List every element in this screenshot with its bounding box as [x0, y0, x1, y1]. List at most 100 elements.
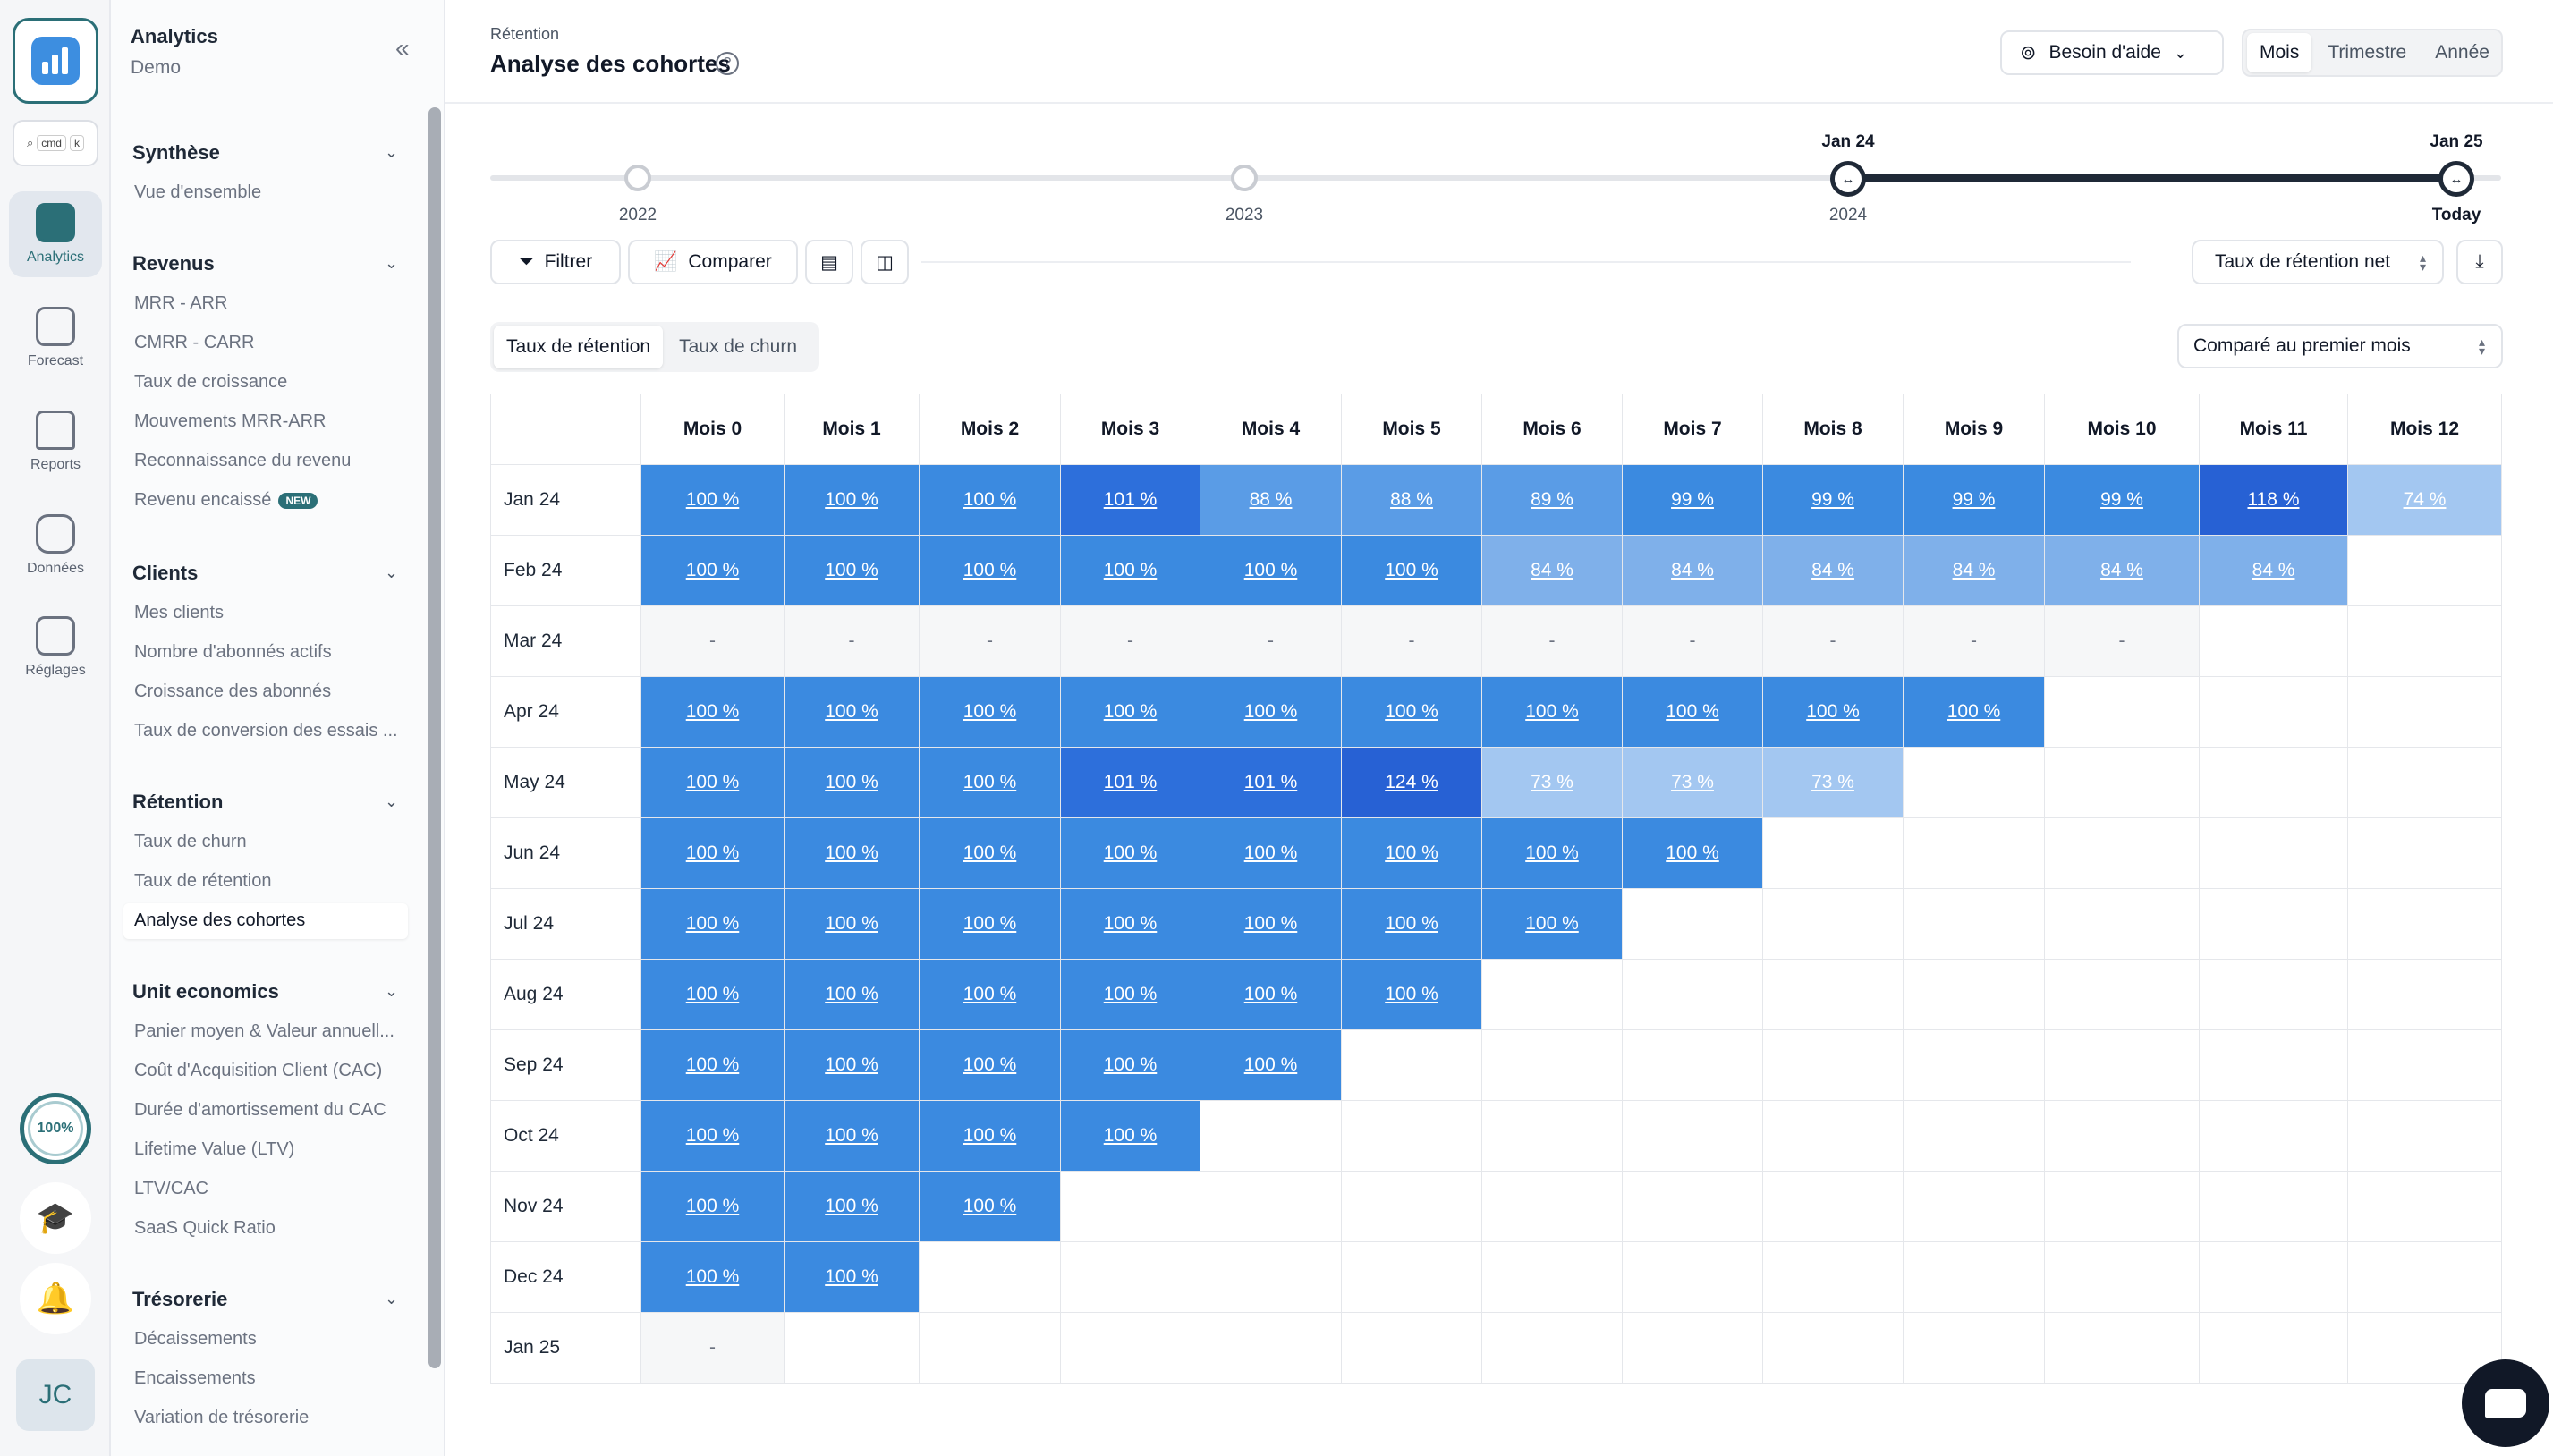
- retention-value-link[interactable]: 100 %: [1103, 701, 1158, 722]
- nav-item-abonnes-actifs[interactable]: Nombre d'abonnés actifs: [134, 642, 332, 662]
- graduation-cap-icon[interactable]: 🎓: [20, 1182, 91, 1254]
- bell-icon[interactable]: 🔔: [20, 1263, 91, 1334]
- comparison-select[interactable]: Comparé au premier mois ▴ ▾: [2177, 324, 2503, 368]
- retention-value-link[interactable]: 100 %: [825, 913, 878, 934]
- retention-value-link[interactable]: 101 %: [1103, 489, 1158, 510]
- retention-value-link[interactable]: 84 %: [1952, 560, 1996, 580]
- retention-value-link[interactable]: 73 %: [1531, 772, 1573, 792]
- nav-item-mes-clients[interactable]: Mes clients: [134, 603, 225, 622]
- nav-item-ltv[interactable]: Lifetime Value (LTV): [134, 1139, 295, 1159]
- retention-value-link[interactable]: 100 %: [1525, 842, 1579, 863]
- retention-value-link[interactable]: 84 %: [1531, 560, 1573, 580]
- download-button[interactable]: ⤓: [2456, 240, 2503, 284]
- retention-value-link[interactable]: 73 %: [1671, 772, 1714, 792]
- retention-value-link[interactable]: 84 %: [1671, 560, 1714, 580]
- retention-value-link[interactable]: 100 %: [1385, 842, 1438, 863]
- nav-item-mouvements[interactable]: Mouvements MRR-ARR: [134, 411, 327, 431]
- retention-value-link[interactable]: 100 %: [825, 1196, 878, 1216]
- sidebar-scrollbar[interactable]: [428, 107, 441, 1368]
- filter-button[interactable]: ⏷ Filtrer: [490, 240, 621, 284]
- period-option-trimestre[interactable]: Trimestre: [2328, 42, 2407, 63]
- period-option-annee[interactable]: Année: [2435, 42, 2489, 63]
- retention-value-link[interactable]: 100 %: [1806, 701, 1860, 722]
- range-end-handle[interactable]: ↔: [2438, 161, 2474, 197]
- retention-value-link[interactable]: 84 %: [2100, 560, 2143, 580]
- retention-value-link[interactable]: 100 %: [1103, 1125, 1158, 1146]
- retention-value-link[interactable]: 100 %: [963, 984, 1017, 1004]
- avatar[interactable]: JC: [16, 1359, 95, 1431]
- nav-item-decaissements[interactable]: Décaissements: [134, 1329, 257, 1349]
- retention-value-link[interactable]: 100 %: [825, 1054, 878, 1075]
- retention-value-link[interactable]: 84 %: [2252, 560, 2295, 580]
- retention-value-link[interactable]: 100 %: [1103, 984, 1158, 1004]
- retention-value-link[interactable]: 100 %: [825, 984, 878, 1004]
- chevron-down-icon[interactable]: ⌄: [385, 1290, 399, 1308]
- nav-item-analyse-cohortes[interactable]: Analyse des cohortes: [123, 903, 408, 939]
- nav-section-revenus[interactable]: Revenus: [132, 252, 215, 275]
- nav-item-ltv-cac[interactable]: LTV/CAC: [134, 1179, 208, 1198]
- nav-section-tresorerie[interactable]: Trésorerie: [132, 1288, 228, 1310]
- nav-item-cac[interactable]: Coût d'Acquisition Client (CAC): [134, 1061, 383, 1080]
- retention-value-link[interactable]: 100 %: [685, 1054, 740, 1075]
- nav-item-quick-ratio[interactable]: SaaS Quick Ratio: [134, 1218, 276, 1238]
- retention-value-link[interactable]: 100 %: [1243, 913, 1298, 934]
- nav-item-panier-moyen[interactable]: Panier moyen & Valeur annuell...: [134, 1021, 394, 1041]
- compare-button[interactable]: 📈 Comparer: [628, 240, 798, 284]
- retention-value-link[interactable]: 124 %: [1385, 772, 1438, 792]
- period-option-mois[interactable]: Mois: [2247, 33, 2312, 72]
- retention-value-link[interactable]: 88 %: [1249, 489, 1293, 510]
- retention-value-link[interactable]: 100 %: [825, 701, 878, 722]
- retention-value-link[interactable]: 100 %: [963, 772, 1017, 792]
- breadcrumb[interactable]: Rétention: [490, 25, 560, 43]
- retention-value-link[interactable]: 84 %: [1811, 560, 1854, 580]
- retention-value-link[interactable]: 100 %: [1666, 701, 1719, 722]
- retention-value-link[interactable]: 100 %: [1103, 1054, 1158, 1075]
- metric-select[interactable]: Taux de rétention net ▴ ▾: [2192, 240, 2444, 284]
- retention-value-link[interactable]: 100 %: [1103, 913, 1158, 934]
- retention-value-link[interactable]: 100 %: [1243, 984, 1298, 1004]
- retention-value-link[interactable]: 118 %: [2247, 489, 2300, 510]
- presentation-button[interactable]: ◫: [861, 240, 909, 284]
- retention-value-link[interactable]: 74 %: [2403, 489, 2447, 510]
- nav-item-amortissement-cac[interactable]: Durée d'amortissement du CAC: [134, 1100, 386, 1120]
- retention-value-link[interactable]: 100 %: [685, 984, 740, 1004]
- retention-value-link[interactable]: 100 %: [1666, 842, 1719, 863]
- nav-item-encaissements[interactable]: Encaissements: [134, 1368, 256, 1388]
- timeline-point-2023[interactable]: [1231, 165, 1258, 191]
- retention-value-link[interactable]: 100 %: [963, 1125, 1017, 1146]
- chat-support-button[interactable]: [2462, 1359, 2549, 1447]
- retention-value-link[interactable]: 100 %: [685, 842, 740, 863]
- timeline-point-2022[interactable]: [624, 165, 651, 191]
- retention-value-link[interactable]: 100 %: [1385, 701, 1438, 722]
- nav-item-taux-churn[interactable]: Taux de churn: [134, 832, 247, 851]
- nav-item-vue-ensemble[interactable]: Vue d'ensemble: [134, 182, 262, 202]
- nav-section-synthese[interactable]: Synthèse: [132, 141, 220, 164]
- nav-item-taux-croissance[interactable]: Taux de croissance: [134, 372, 288, 392]
- retention-value-link[interactable]: 100 %: [1103, 842, 1158, 863]
- nav-section-retention[interactable]: Rétention: [132, 791, 224, 813]
- command-search-button[interactable]: ⌕ cmd k: [13, 120, 98, 166]
- retention-value-link[interactable]: 99 %: [1671, 489, 1714, 510]
- retention-value-link[interactable]: 89 %: [1531, 489, 1573, 510]
- retention-value-link[interactable]: 100 %: [1243, 1054, 1298, 1075]
- chevron-down-icon[interactable]: ⌄: [385, 982, 399, 1000]
- retention-value-link[interactable]: 100 %: [963, 701, 1017, 722]
- nav-section-clients[interactable]: Clients: [132, 562, 199, 584]
- retention-value-link[interactable]: 100 %: [1243, 842, 1298, 863]
- help-dropdown-button[interactable]: ⊚ Besoin d'aide ⌄: [2000, 30, 2224, 75]
- retention-value-link[interactable]: 100 %: [963, 489, 1017, 510]
- retention-value-link[interactable]: 100 %: [685, 1196, 740, 1216]
- retention-value-link[interactable]: 100 %: [825, 842, 878, 863]
- retention-value-link[interactable]: 100 %: [1385, 984, 1438, 1004]
- retention-value-link[interactable]: 101 %: [1103, 772, 1158, 792]
- retention-value-link[interactable]: 100 %: [963, 560, 1017, 580]
- tab-taux-churn[interactable]: Taux de churn: [679, 336, 798, 357]
- nav-item-variation-tresorerie[interactable]: Variation de trésorerie: [134, 1408, 310, 1427]
- nav-item-croissance-abonnes[interactable]: Croissance des abonnés: [134, 681, 332, 701]
- retention-value-link[interactable]: 100 %: [825, 772, 878, 792]
- nav-item-mrr-arr[interactable]: MRR - ARR: [134, 293, 228, 313]
- retention-value-link[interactable]: 100 %: [825, 1266, 878, 1287]
- retention-value-link[interactable]: 100 %: [825, 489, 878, 510]
- retention-value-link[interactable]: 99 %: [2100, 489, 2143, 510]
- timeline-track[interactable]: [490, 175, 2501, 181]
